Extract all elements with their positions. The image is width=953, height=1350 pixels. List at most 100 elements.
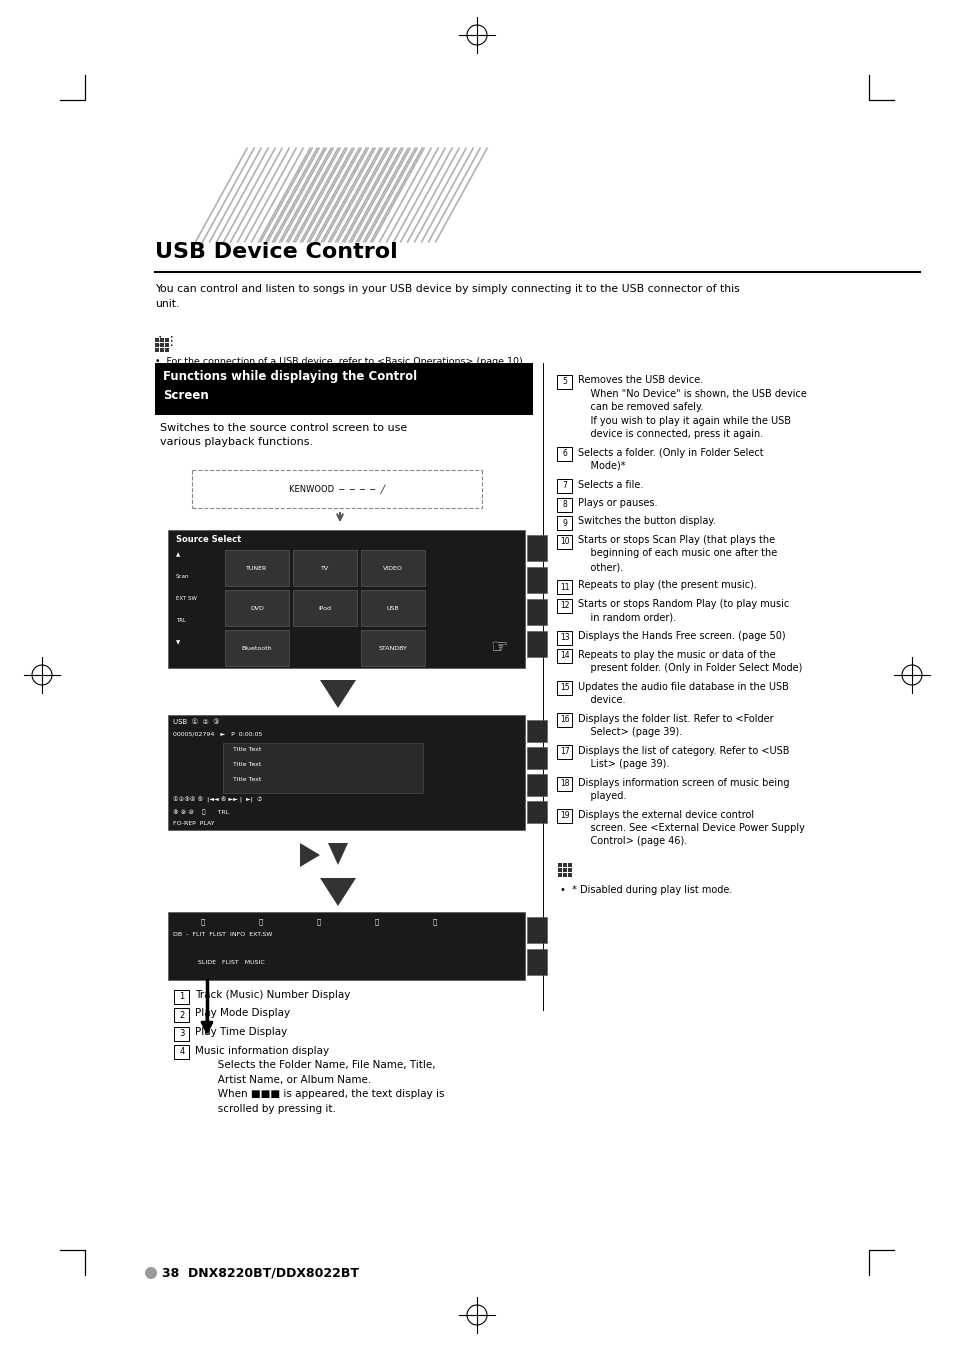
Bar [360, 549, 424, 586]
Text: 7: 7 [562, 482, 567, 490]
Bar [225, 549, 289, 586]
Text: Select> (page 39).: Select> (page 39). [578, 728, 681, 737]
FancyBboxPatch shape [557, 374, 572, 389]
Text: KENWOOD  ─  ─  ─  ─  ╱: KENWOOD ─ ─ ─ ─ ╱ [289, 485, 385, 494]
Text: Displays the Hands Free screen. (page 50): Displays the Hands Free screen. (page 50… [578, 630, 785, 641]
Text: Track (Music) Number Display: Track (Music) Number Display [194, 990, 350, 1000]
Bar [526, 535, 546, 562]
Text: beginning of each music one after the: beginning of each music one after the [578, 548, 777, 559]
Bar [526, 747, 546, 769]
Bar [293, 549, 356, 586]
Text: ▼: ▼ [175, 640, 180, 645]
Text: List> (page 39).: List> (page 39). [578, 759, 669, 769]
Text: Mode)*: Mode)* [578, 460, 625, 471]
Bar [223, 743, 422, 792]
FancyBboxPatch shape [557, 649, 572, 663]
Text: 14: 14 [559, 652, 569, 660]
FancyBboxPatch shape [174, 1045, 190, 1058]
Bar [168, 531, 524, 668]
Bar [526, 801, 546, 824]
Text: 17: 17 [559, 748, 569, 756]
Text: USB  ①  ②  ③: USB ① ② ③ [172, 720, 219, 725]
Text: When "No Device" is shown, the USB device: When "No Device" is shown, the USB devic… [578, 389, 806, 398]
Text: 13: 13 [559, 633, 569, 643]
Polygon shape [328, 842, 348, 865]
Text: 5: 5 [562, 377, 567, 386]
Text: Bluetooth: Bluetooth [241, 645, 272, 651]
Bar [168, 913, 524, 980]
Text: When ■■■ is appeared, the text display is: When ■■■ is appeared, the text display i… [194, 1089, 444, 1099]
Text: 16: 16 [559, 716, 569, 725]
Text: other).: other). [578, 562, 622, 572]
Text: DB  -  FLIT  FLIST  INFO  EXT.SW: DB - FLIT FLIST INFO EXT.SW [172, 931, 273, 937]
Text: Control> (page 46).: Control> (page 46). [578, 837, 686, 846]
FancyBboxPatch shape [557, 778, 572, 791]
Text: Removes the USB device.: Removes the USB device. [578, 375, 702, 385]
Text: Screen: Screen [163, 389, 209, 402]
Text: Title Text: Title Text [233, 747, 261, 752]
Text: Updates the audio file database in the USB: Updates the audio file database in the U… [578, 682, 788, 691]
Text: •  * Disabled during play list mode.: • * Disabled during play list mode. [559, 886, 732, 895]
Text: STANDBY: STANDBY [378, 645, 407, 651]
Text: in random order).: in random order). [578, 613, 676, 622]
Text: VIDEO: VIDEO [383, 566, 402, 571]
Polygon shape [319, 680, 355, 707]
Bar [562, 868, 566, 872]
Text: SLIDE   FLIST   MUSIC: SLIDE FLIST MUSIC [198, 960, 265, 965]
Polygon shape [299, 842, 319, 867]
Text: 9: 9 [562, 518, 567, 528]
Text: Displays the list of category. Refer to <USB: Displays the list of category. Refer to … [578, 745, 789, 756]
Text: can be removed safely.: can be removed safely. [578, 402, 702, 412]
Bar [558, 873, 561, 878]
Bar [160, 338, 164, 342]
Text: played.: played. [578, 791, 626, 801]
Text: 1: 1 [179, 992, 185, 1000]
Text: Title Text: Title Text [233, 761, 261, 767]
Text: iPod: iPod [318, 606, 331, 610]
Bar [154, 338, 159, 342]
Text: TV: TV [320, 566, 329, 571]
Text: Play Time Display: Play Time Display [194, 1027, 287, 1037]
FancyBboxPatch shape [557, 447, 572, 460]
Text: 4: 4 [179, 1048, 185, 1057]
Bar [526, 630, 546, 657]
Bar [165, 348, 169, 352]
Bar [168, 716, 524, 830]
Bar [293, 590, 356, 626]
Text: 38  DNX8220BT/DDX8022BT: 38 DNX8220BT/DDX8022BT [162, 1266, 358, 1280]
Bar [165, 343, 169, 347]
Text: 8: 8 [562, 500, 567, 509]
Text: Switches to the source control screen to use
various playback functions.: Switches to the source control screen to… [160, 423, 407, 447]
Text: TUNER: TUNER [246, 566, 268, 571]
Bar [360, 630, 424, 666]
Text: FO-REP  PLAY: FO-REP PLAY [172, 821, 214, 826]
Text: 3: 3 [179, 1029, 185, 1038]
Text: Displays the external device control: Displays the external device control [578, 810, 753, 819]
FancyBboxPatch shape [557, 535, 572, 548]
Text: Scan: Scan [175, 574, 190, 579]
FancyBboxPatch shape [557, 498, 572, 512]
Bar [154, 343, 159, 347]
Text: Play Mode Display: Play Mode Display [194, 1008, 290, 1018]
Bar [567, 873, 572, 878]
Text: ⑧ ⑨ ⑩    ⑪      TRL: ⑧ ⑨ ⑩ ⑪ TRL [172, 809, 229, 814]
FancyBboxPatch shape [557, 598, 572, 613]
Text: Displays the folder list. Refer to <Folder: Displays the folder list. Refer to <Fold… [578, 714, 773, 724]
Bar [154, 363, 533, 414]
Text: Starts or stops Random Play (to play music: Starts or stops Random Play (to play mus… [578, 599, 788, 609]
Text: ⑲: ⑲ [433, 918, 436, 925]
Bar [526, 917, 546, 944]
FancyBboxPatch shape [557, 680, 572, 695]
Text: 18: 18 [559, 779, 569, 788]
Text: ☞: ☞ [490, 639, 507, 657]
Text: Selects a folder. (Only in Folder Select: Selects a folder. (Only in Folder Select [578, 447, 762, 458]
FancyBboxPatch shape [557, 580, 572, 594]
Text: •  For the connection of a USB device, refer to <Basic Operations> (page 10).: • For the connection of a USB device, re… [154, 356, 525, 366]
Bar [360, 590, 424, 626]
FancyBboxPatch shape [557, 809, 572, 824]
Bar [225, 590, 289, 626]
FancyBboxPatch shape [174, 990, 190, 1003]
FancyBboxPatch shape [174, 1026, 190, 1041]
Bar [562, 873, 566, 878]
FancyBboxPatch shape [557, 479, 572, 493]
